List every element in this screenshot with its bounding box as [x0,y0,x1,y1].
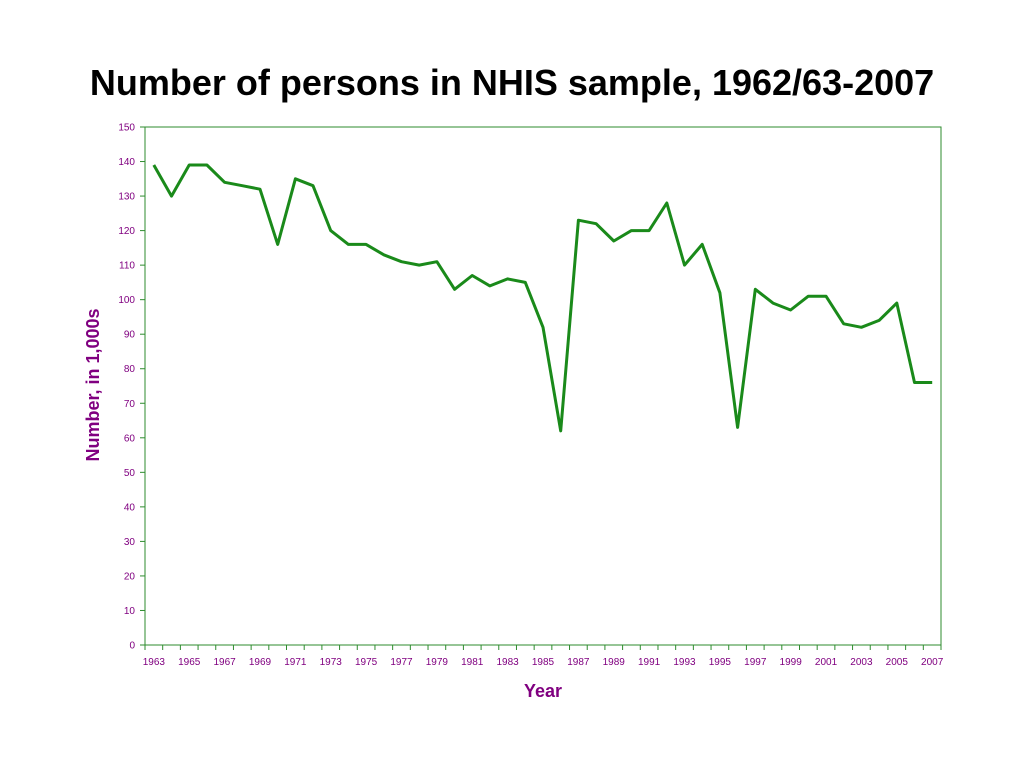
x-tick-label: 1977 [390,657,413,668]
y-axis-ticks: 0 10 20 30 40 50 60 70 80 90 100 110 120 130 140 150 [118,123,145,652]
x-axis-label: Year [524,681,562,701]
x-tick-label: 2001 [815,657,838,668]
x-tick-label: 1971 [284,657,307,668]
y-tick-label: 80 [124,364,136,375]
x-tick-label: 1979 [426,657,449,668]
x-tick-label: 1973 [320,657,343,668]
x-tick-label: 1963 [143,657,166,668]
y-tick-label: 40 [124,502,136,513]
x-tick-label: 1997 [744,657,767,668]
x-tick-label: 1969 [249,657,272,668]
y-tick-label: 20 [124,571,136,582]
x-tick-label: 1993 [673,657,696,668]
y-tick-label: 110 [119,261,135,272]
x-tick-label: 2005 [886,657,909,668]
x-tick-label: 1981 [461,657,484,668]
y-tick-label: 70 [124,399,136,410]
x-tick-label: 1967 [213,657,236,668]
x-axis-ticks: 1963 1965 1967 1969 1971 1973 1975 1977 1979 1981… [143,645,944,668]
axes [144,126,942,646]
y-tick-label: 50 [124,468,136,479]
x-tick-label: 1983 [496,657,519,668]
y-tick-label: 130 [118,192,135,203]
y-tick-label: 120 [118,226,135,237]
plot-frame [144,126,942,646]
x-tick-label: 1991 [638,657,661,668]
x-tick-label: 1999 [780,657,803,668]
y-tick-label: 140 [118,157,135,168]
y-tick-label: 10 [124,606,136,617]
y-tick-label: 60 [124,433,136,444]
x-tick-label: 2007 [921,657,944,668]
y-tick-label: 150 [118,123,135,134]
chart-title: Number of persons in NHIS sample, 1962/6… [89,62,935,103]
x-tick-label: 1985 [532,657,555,668]
data-series [152,163,933,433]
y-tick-label: 0 [129,641,135,652]
series-line [152,163,933,433]
y-tick-label: 90 [124,330,136,341]
x-tick-label: 1987 [567,657,590,668]
x-tick-label: 1989 [603,657,626,668]
x-tick-label: 2003 [850,657,873,668]
x-tick-label: 1975 [355,657,378,668]
y-tick-label: 100 [118,295,135,306]
x-tick-label: 1965 [178,657,201,668]
y-axis-label: Number, in 1,000s [83,308,103,461]
y-tick-label: 30 [124,537,136,548]
x-tick-label: 1995 [709,657,732,668]
